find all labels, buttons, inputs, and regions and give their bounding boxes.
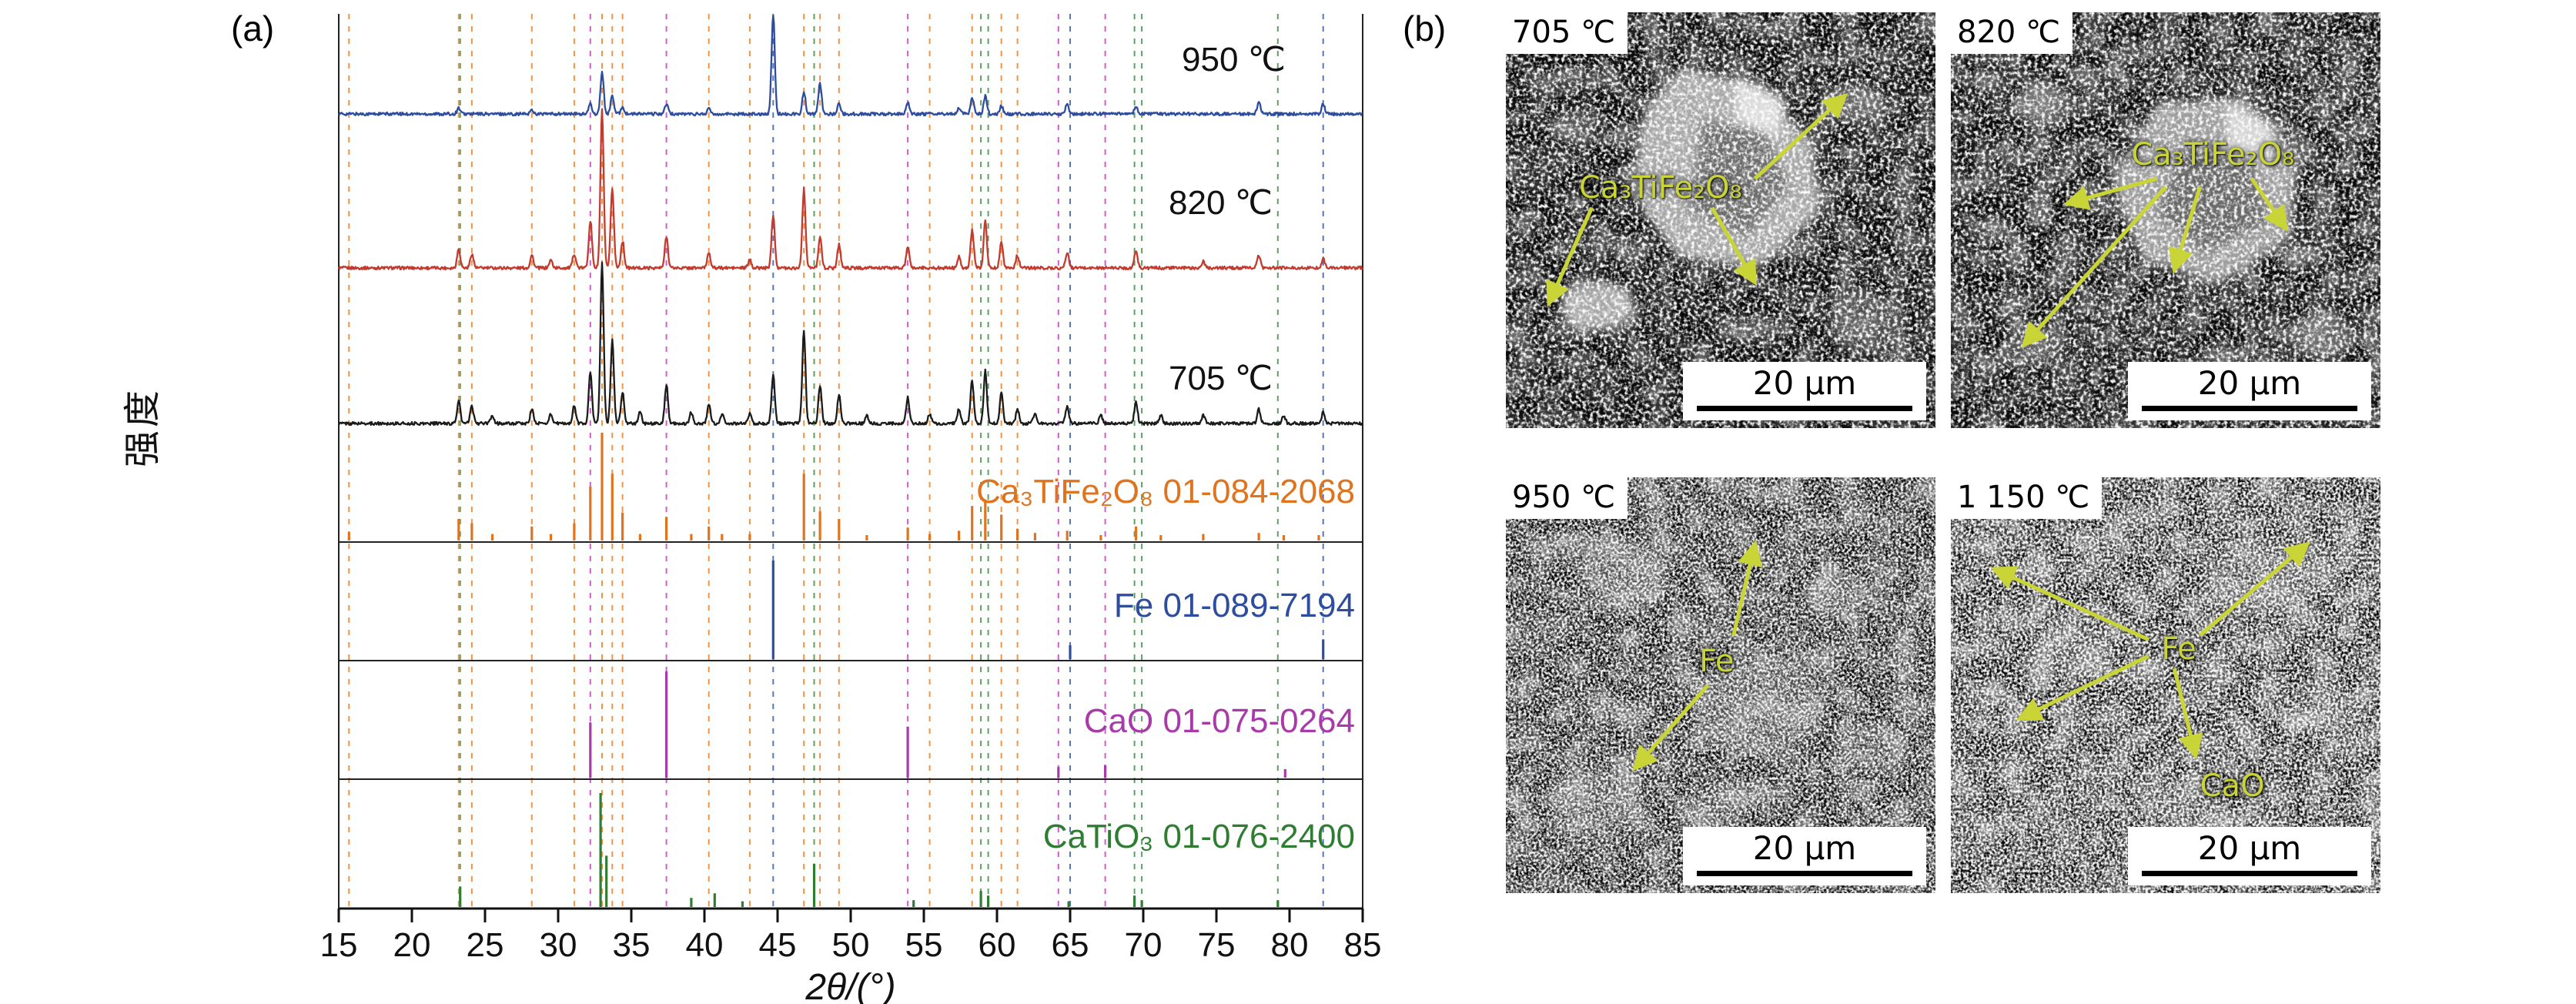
sem-annotations [1990, 541, 2310, 760]
x-tick-label: 40 [686, 926, 724, 964]
x-tick-label: 25 [467, 926, 504, 964]
scale-bar-line [1697, 406, 1912, 411]
ref-label-cao: CaO 01-075-0264 [1083, 702, 1355, 740]
x-tick-label: 70 [1125, 926, 1163, 964]
scale-bar-line [2142, 871, 2357, 876]
sem-micrograph [1951, 12, 2380, 428]
sem-panel-820: 820 ℃ 20 μm Ca₃TiFe₂O₈ [1951, 12, 2380, 428]
sem-annotations [1546, 92, 1848, 307]
x-tick-label: 30 [540, 926, 577, 964]
sem-temp-label: 820 ℃ [1951, 12, 2073, 54]
annotation-arrow [1990, 566, 2149, 641]
x-tick-label: 60 [979, 926, 1016, 964]
sem-annotation-label: Fe [2161, 631, 2196, 667]
sem-temp-label: 705 ℃ [1506, 12, 1628, 54]
ref-label-ca3tife2o8: Ca₃TiFe₂O₈ 01-084-2068 [976, 473, 1355, 510]
annotation-arrow [1632, 684, 1710, 771]
annotation-arrow [1546, 206, 1594, 307]
annotation-arrow [1731, 540, 1763, 636]
x-tick-label: 80 [1271, 926, 1309, 964]
sem-panel-1150: 1 150 ℃ 20 μm Fe CaO [1951, 477, 2380, 893]
sem-annotation-label: Ca₃TiFe₂O₈ [2131, 137, 2295, 172]
scale-bar-label: 20 μm [1752, 363, 1857, 402]
scale-bar-label: 20 μm [2197, 828, 2302, 867]
panel-a-label: (a) [231, 8, 275, 49]
x-tick-label: 65 [1052, 926, 1089, 964]
x-tick-label: 45 [759, 926, 797, 964]
x-tick-label: 55 [905, 926, 943, 964]
sem-annotations [1632, 540, 1763, 771]
annotation-arrow [2063, 176, 2158, 210]
annotation-arrow [2021, 186, 2167, 348]
sem-annotation-label: CaO [2200, 768, 2265, 804]
sem-annotation-label: Ca₃TiFe₂O₈ [1578, 170, 1742, 206]
xrd-trace [338, 14, 1363, 117]
sem-micrograph [1506, 477, 1935, 893]
ref-label-fe: Fe 01-089-7194 [1113, 587, 1355, 624]
xrd-trace [337, 108, 1363, 271]
x-tick-label: 75 [1198, 926, 1236, 964]
x-tick-label: 15 [320, 926, 358, 964]
scale-bar: 20 μm [2128, 826, 2371, 885]
series-label-950: 950 ℃ [1182, 41, 1286, 79]
scale-bar: 20 μm [1683, 361, 1926, 420]
series-label-705: 705 ℃ [1169, 360, 1273, 397]
sem-annotations [2021, 176, 2288, 348]
x-tick-label: 85 [1344, 926, 1382, 964]
scale-bar-label: 20 μm [1752, 828, 1857, 867]
sem-micrograph [1951, 477, 2380, 893]
annotation-arrow [1753, 92, 1848, 180]
sem-micrograph [1506, 12, 1935, 428]
series-label-820: 820 ℃ [1169, 184, 1273, 222]
sem-temp-label: 950 ℃ [1506, 477, 1628, 519]
scale-bar: 20 μm [2128, 361, 2371, 420]
x-tick-label: 50 [832, 926, 870, 964]
x-tick-label: 35 [613, 926, 651, 964]
panel-b-label: (b) [1403, 8, 1447, 49]
annotation-arrow [1710, 206, 1758, 286]
scale-bar-label: 20 μm [2197, 363, 2302, 402]
x-tick-label: 20 [393, 926, 431, 964]
annotation-arrow [2172, 668, 2203, 760]
scale-bar: 20 μm [1683, 826, 1926, 885]
scale-bar-line [1697, 871, 1912, 876]
sem-panel-705: 705 ℃ 20 μm Ca₃TiFe₂O₈ [1506, 12, 1935, 428]
ref-label-catio3: CaTiO₃ 01-076-2400 [1042, 818, 1355, 855]
y-axis-label: 强度 [121, 387, 165, 468]
annotation-arrow [2168, 186, 2202, 274]
annotation-arrow [2016, 654, 2149, 721]
sem-annotation-label: Fe [1699, 644, 1735, 679]
annotation-arrow [2198, 541, 2310, 638]
xrd-trace [338, 261, 1363, 427]
annotation-arrow [2250, 177, 2288, 232]
scale-bar-line [2142, 406, 2357, 411]
xrd-chart: 15 20 25 30 35 40 45 50 55 60 65 70 75 80 85 2θ/(°) [320, 14, 1382, 1004]
sem-temp-label: 1 150 ℃ [1951, 477, 2103, 519]
x-axis-title: 2θ/(°) [805, 967, 895, 1004]
sem-panel-950: 950 ℃ 20 μm Fe [1506, 477, 1935, 893]
